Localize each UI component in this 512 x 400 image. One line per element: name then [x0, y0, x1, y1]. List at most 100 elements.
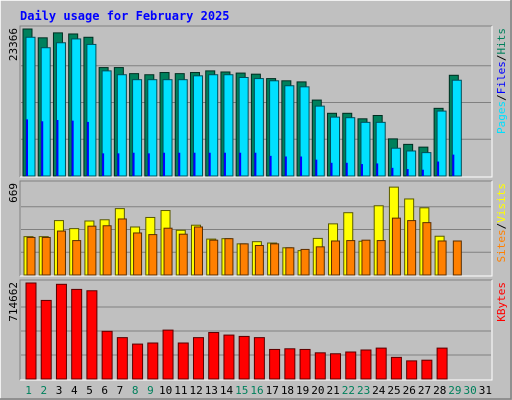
- bar-sites-day-10: [163, 227, 173, 276]
- x-tick-label-day-30: 30: [464, 384, 477, 397]
- x-tick-label-day-5: 5: [86, 384, 93, 397]
- x-tick-label-day-20: 20: [311, 384, 324, 397]
- bar-pages-day-3: [55, 42, 66, 177]
- bar-files-day-24: [376, 163, 379, 176]
- bar-files-day-7: [117, 153, 120, 176]
- bar-pages-day-9: [147, 79, 158, 177]
- bar-sites-day-17: [270, 243, 280, 276]
- bar-files-day-25: [391, 167, 394, 176]
- bar-files-day-16: [254, 152, 257, 176]
- legend-separator: /: [495, 55, 508, 62]
- bar-files-day-12: [193, 152, 196, 176]
- bar-kbytes-day-7: [116, 337, 128, 380]
- bar-sites-day-2: [41, 236, 51, 276]
- bar-sites-day-21: [331, 240, 341, 276]
- bar-kbytes-day-19: [299, 348, 311, 380]
- bar-files-day-17: [269, 155, 272, 176]
- bar-sites-day-5: [87, 225, 97, 276]
- bar-kbytes-day-27: [421, 359, 433, 380]
- x-tick-label-day-11: 11: [174, 384, 187, 397]
- bar-kbytes-day-3: [55, 283, 67, 380]
- bar-kbytes-day-5: [86, 290, 98, 380]
- bar-sites-day-26: [407, 220, 417, 276]
- bar-kbytes-day-28: [436, 347, 448, 380]
- bar-kbytes-day-24: [375, 347, 387, 380]
- x-tick-label-day-24: 24: [372, 384, 386, 397]
- x-tick-label-day-4: 4: [71, 384, 78, 397]
- bar-pages-day-20: [314, 105, 325, 177]
- bar-sites-day-13: [209, 239, 219, 276]
- bar-files-day-2: [41, 121, 44, 176]
- bar-sites-day-6: [102, 225, 112, 276]
- bar-sites-day-25: [391, 217, 401, 276]
- bar-kbytes-day-23: [360, 349, 372, 380]
- bar-kbytes-day-22: [345, 351, 357, 380]
- bar-pages-day-13: [208, 74, 219, 177]
- bar-files-day-10: [163, 152, 166, 176]
- bar-pages-day-4: [71, 38, 82, 177]
- x-tick-label-day-26: 26: [403, 384, 416, 397]
- bar-kbytes-day-26: [406, 360, 418, 380]
- bar-files-day-11: [178, 152, 181, 176]
- x-tick-label-day-9: 9: [147, 384, 154, 397]
- x-tick-label-day-31: 31: [479, 384, 492, 397]
- bar-sites-day-23: [361, 239, 371, 276]
- bar-kbytes-day-16: [253, 337, 265, 380]
- bar-pages-day-5: [86, 43, 97, 177]
- bar-files-day-4: [71, 120, 74, 176]
- x-tick-label-day-13: 13: [205, 384, 218, 397]
- bar-kbytes-day-4: [71, 288, 83, 380]
- plot-area-hits-files-pages-highlight: [20, 26, 493, 178]
- bar-kbytes-day-10: [162, 329, 174, 380]
- x-tick-label-day-22: 22: [342, 384, 355, 397]
- x-tick-label-day-1: 1: [25, 384, 32, 397]
- x-tick-label-day-2: 2: [41, 384, 48, 397]
- y-max-label-hits-files-pages: 23366: [7, 28, 20, 61]
- x-tick-label-day-23: 23: [357, 384, 370, 397]
- bar-kbytes-day-8: [132, 343, 144, 380]
- x-tick-label-day-25: 25: [387, 384, 400, 397]
- x-tick-label-day-16: 16: [250, 384, 263, 397]
- x-tick-label-day-19: 19: [296, 384, 309, 397]
- bar-kbytes-day-18: [284, 348, 296, 380]
- bar-kbytes-day-1: [25, 282, 37, 380]
- bar-pages-day-25: [390, 147, 401, 177]
- bar-sites-day-18: [285, 247, 295, 276]
- x-tick-label-day-6: 6: [101, 384, 108, 397]
- bar-sites-day-1: [26, 236, 36, 276]
- bar-sites-day-24: [376, 240, 386, 276]
- bar-pages-day-8: [132, 79, 143, 177]
- bar-sites-day-4: [72, 240, 82, 276]
- bar-pages-day-7: [116, 74, 127, 177]
- bar-pages-day-24: [375, 121, 386, 177]
- bar-files-day-23: [360, 164, 363, 176]
- bar-pages-day-18: [284, 85, 295, 177]
- plot-area-kbytes-highlight: [20, 280, 493, 381]
- bar-kbytes-day-25: [390, 356, 402, 380]
- bar-pages-day-6: [101, 70, 112, 177]
- bar-files-day-15: [239, 152, 242, 176]
- x-tick-label-day-7: 7: [117, 384, 124, 397]
- x-tick-label-day-10: 10: [159, 384, 172, 397]
- bar-files-day-19: [300, 156, 303, 176]
- bar-sites-day-14: [224, 238, 234, 276]
- bar-files-day-5: [86, 121, 89, 176]
- bar-pages-day-12: [192, 75, 203, 177]
- bar-kbytes-day-11: [177, 342, 189, 380]
- bar-sites-day-9: [148, 234, 158, 276]
- plot-area-kbytes-shadow: [19, 279, 492, 380]
- plot-area-visits-sites-shadow: [19, 180, 492, 276]
- x-tick-label-day-17: 17: [266, 384, 279, 397]
- bar-pages-day-21: [330, 116, 341, 177]
- bar-pages-day-2: [40, 47, 51, 177]
- bar-pages-day-17: [269, 80, 280, 177]
- bar-sites-day-8: [133, 232, 143, 276]
- x-tick-label-day-8: 8: [132, 384, 139, 397]
- x-tick-label-day-3: 3: [56, 384, 63, 397]
- x-tick-label-day-29: 29: [448, 384, 461, 397]
- x-tick-label-day-18: 18: [281, 384, 294, 397]
- bar-kbytes-day-13: [208, 332, 220, 380]
- bar-kbytes-day-17: [269, 348, 281, 380]
